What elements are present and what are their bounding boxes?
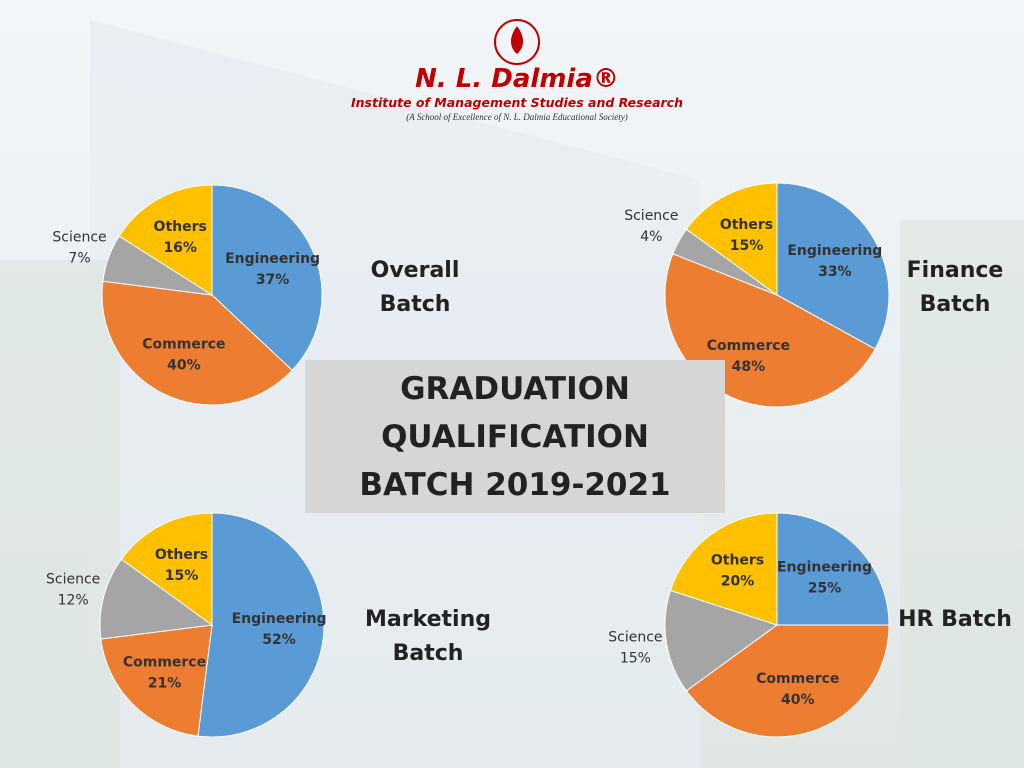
slice-category: Commerce [756, 671, 839, 687]
slice-category: Science [52, 229, 106, 245]
pie-slice [685, 182, 778, 296]
trees [0, 260, 120, 768]
slice-value-label: 37% [256, 272, 290, 288]
slice-value-label: 25% [808, 580, 842, 596]
pie-slice [776, 182, 890, 350]
trees [900, 220, 1024, 768]
pie-slice [99, 558, 214, 640]
brand: N. L. Dalmia® [415, 64, 619, 94]
slice-category: Others [711, 553, 764, 569]
slice-category: Others [154, 219, 207, 235]
chart-title: HR Batch [898, 607, 1012, 632]
emblem [494, 19, 540, 65]
pie-slice [211, 184, 323, 372]
slice-category: Others [155, 547, 208, 563]
slice-category: Science [46, 571, 100, 587]
pie-slice [664, 589, 779, 692]
slice-value-label: 15% [165, 568, 199, 584]
slice-value-label: 21% [148, 676, 182, 692]
slice-value-label: 4% [640, 229, 662, 245]
slice-category: Engineering [787, 243, 882, 259]
slice-category: Science [608, 629, 662, 645]
pie-slice [120, 512, 213, 626]
slice-category: Engineering [225, 251, 320, 267]
slice-value-label: 33% [818, 264, 852, 280]
pie-slice [101, 280, 293, 406]
institute: Institute of Management Studies and Rese… [351, 95, 683, 110]
pie-slice [100, 624, 213, 737]
chart-title: Finance Batch [906, 258, 1004, 317]
tagline: (A School of Excellence of N. L. Dalmia … [406, 112, 628, 122]
pie-slice [118, 184, 213, 296]
chart-title: Marketing Batch [364, 607, 492, 666]
slice-category: Commerce [142, 337, 225, 353]
chart-title: Overall Batch [370, 258, 460, 317]
slice-category: Science [624, 208, 678, 224]
slice-category: Engineering [777, 559, 872, 575]
slice-category: Commerce [707, 338, 790, 354]
slice-value-label: 40% [781, 692, 815, 708]
slice-value-label: 20% [721, 574, 755, 590]
slice-value-label: 52% [262, 632, 296, 648]
pie-slice [776, 512, 890, 626]
pie-slice [197, 512, 325, 738]
pie-slice [669, 512, 778, 626]
slice-value-label: 12% [58, 592, 89, 608]
slice-category: Commerce [123, 655, 206, 671]
slice-category: Engineering [232, 611, 327, 627]
slice-value-label: 15% [730, 238, 764, 254]
slice-value-label: 48% [732, 359, 766, 375]
center-title: GRADUATION QUALIFICATION BATCH 2019-2021 [305, 360, 725, 513]
slice-value-label: 40% [167, 358, 201, 374]
slice-value-label: 15% [620, 650, 651, 666]
pie-slice [685, 624, 890, 738]
slice-value-label: 16% [163, 240, 197, 256]
slice-category: Others [720, 217, 773, 233]
slice-value-label: 7% [68, 250, 90, 266]
emblem-flame [510, 26, 524, 54]
